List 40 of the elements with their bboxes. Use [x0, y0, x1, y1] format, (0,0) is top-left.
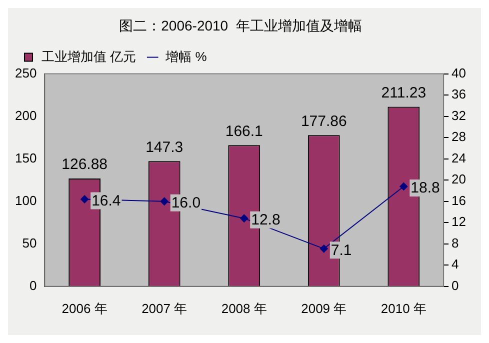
data-label: 16.4 [92, 192, 121, 210]
y-tick-label: 200 [14, 108, 37, 123]
y2-tick-label: 4 [452, 256, 459, 272]
point [160, 197, 168, 206]
y2-tick-label: 40 [452, 65, 466, 80]
y2-tick-label: 20 [452, 172, 466, 187]
data-label: 166.1 [225, 122, 263, 140]
data-label: 126.88 [62, 156, 108, 174]
data-label: 16.0 [171, 194, 201, 212]
x-tick-label: 2007 年 [142, 300, 188, 316]
y-tick-label: 100 [14, 192, 37, 208]
data-label: 7.1 [330, 242, 352, 259]
y-tick-label: 250 [14, 65, 37, 80]
chart-title: 图二：2006-2010 年工业增加值及增幅 [119, 17, 362, 34]
point [400, 182, 408, 190]
point [80, 195, 89, 204]
y2-tick-label: 16 [452, 192, 466, 208]
x-tick-label: 2009 年 [301, 300, 347, 316]
legend-label: 工业增加值 亿元 [42, 48, 136, 64]
legend-label: 增幅 % [164, 48, 208, 64]
data-label: 18.8 [410, 180, 440, 197]
x-tick-label: 2008 年 [221, 300, 267, 316]
y-tick-label: 50 [22, 235, 37, 250]
data-label: 211.23 [381, 84, 426, 102]
data-label: 147.3 [146, 138, 184, 156]
data-label: 177.86 [300, 112, 347, 130]
y2-tick-label: 28 [452, 129, 466, 144]
y2-tick-label: 36 [452, 86, 466, 102]
point [240, 214, 248, 222]
y2-tick-label: 32 [452, 108, 466, 123]
x-tick-label: 2010 年 [380, 300, 426, 316]
y2-tick-label: 12 [452, 214, 466, 230]
y2-tick-label: 8 [452, 235, 459, 250]
y2-tick-label: 24 [452, 150, 466, 166]
y2-tick-label: 0 [452, 278, 459, 293]
data-label: 12.8 [251, 212, 280, 229]
point [320, 244, 328, 253]
x-tick-label: 2006 年 [62, 300, 108, 316]
y-tick-label: 0 [29, 278, 37, 293]
y-tick-label: 150 [14, 150, 37, 166]
